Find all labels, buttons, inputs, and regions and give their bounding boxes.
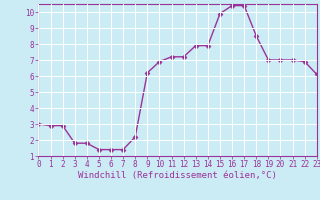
X-axis label: Windchill (Refroidissement éolien,°C): Windchill (Refroidissement éolien,°C) [78, 171, 277, 180]
